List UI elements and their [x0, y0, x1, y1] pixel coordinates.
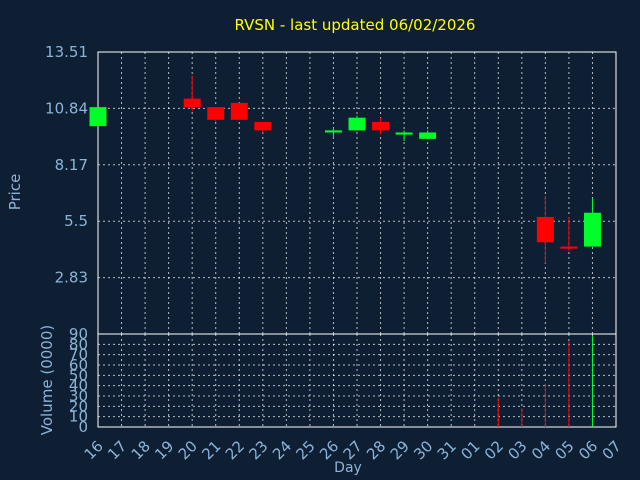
day-tick-label: 05: [552, 437, 578, 463]
price-tick-label: 10.84: [45, 99, 88, 117]
candle-body: [324, 130, 342, 133]
candle-body: [254, 121, 272, 131]
day-tick-label: 03: [504, 437, 530, 463]
volume-panel: 0102030405060708090161718192021222324252…: [69, 325, 625, 463]
day-tick-label: 31: [434, 437, 460, 463]
candle-body: [89, 107, 107, 127]
volume-plot-frame: [97, 333, 617, 428]
candle-body: [419, 132, 437, 139]
candle-body: [348, 117, 366, 131]
day-tick-label: 16: [81, 437, 107, 463]
day-tick-label: 28: [363, 437, 389, 463]
day-tick-label: 25: [293, 437, 319, 463]
day-tick-label: 19: [151, 437, 177, 463]
day-tick-label: 06: [575, 437, 601, 463]
day-tick-label: 02: [481, 437, 507, 463]
candle-body: [395, 132, 413, 135]
chart-title: RVSN - last updated 06/02/2026: [235, 16, 476, 34]
volume-axis-label: Volume (0000): [38, 325, 56, 435]
volume-tick-label: 90: [69, 325, 88, 343]
volume-tick-label: 70: [69, 346, 88, 364]
price-tick-label: 13.51: [45, 43, 88, 61]
day-tick-label: 22: [222, 437, 248, 463]
volume-tick-label: 10: [69, 408, 88, 426]
day-tick-label: 29: [387, 437, 413, 463]
candle-body: [583, 212, 601, 247]
volume-tick-label: 50: [69, 366, 88, 384]
volume-tick-label: 40: [69, 377, 88, 395]
price-tick-label: 8.17: [55, 156, 88, 174]
volume-tick-label: 60: [69, 356, 88, 374]
day-tick-label: 01: [457, 437, 483, 463]
day-tick-label: 18: [128, 437, 154, 463]
candle-body: [560, 246, 578, 249]
price-axis-label: Price: [6, 174, 24, 211]
day-tick-label: 30: [410, 437, 436, 463]
day-tick-label: 21: [198, 437, 224, 463]
candle-body: [372, 121, 390, 131]
day-tick-label: 17: [104, 437, 130, 463]
volume-tick-label: 0: [78, 418, 88, 436]
day-tick-label: 20: [175, 437, 201, 463]
day-axis-label: Day: [334, 460, 362, 476]
price-tick-label: 2.83: [55, 269, 88, 287]
day-tick-label: 24: [269, 437, 295, 463]
day-tick-label: 23: [245, 437, 271, 463]
price-tick-label: 5.5: [64, 212, 88, 230]
volume-tick-label: 30: [69, 387, 88, 405]
volume-tick-label: 80: [69, 335, 88, 353]
candle-body: [183, 98, 201, 108]
price-panel: 2.83 5.5 8.17 10.84 13.51: [45, 43, 617, 335]
candle-body: [207, 107, 225, 120]
day-tick-label: 07: [599, 437, 625, 463]
candle-body: [536, 216, 554, 243]
volume-tick-label: 20: [69, 397, 88, 415]
candle-body: [230, 102, 248, 120]
day-tick-label: 04: [528, 437, 554, 463]
